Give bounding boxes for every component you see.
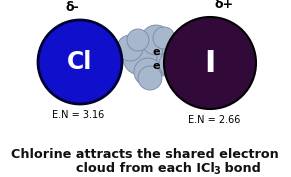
Text: I: I xyxy=(204,48,216,78)
Circle shape xyxy=(148,40,184,76)
Text: bond: bond xyxy=(220,161,260,175)
Circle shape xyxy=(123,41,157,75)
Circle shape xyxy=(164,17,256,109)
Circle shape xyxy=(153,27,175,49)
Circle shape xyxy=(141,25,171,55)
Circle shape xyxy=(138,66,162,90)
Circle shape xyxy=(117,35,143,61)
Text: e: e xyxy=(152,61,160,71)
Text: e: e xyxy=(152,47,160,57)
Text: cloud from each ICl: cloud from each ICl xyxy=(76,161,214,175)
Text: Cl: Cl xyxy=(67,50,93,74)
Circle shape xyxy=(130,31,174,75)
Circle shape xyxy=(127,29,149,51)
Text: Chlorine attracts the shared electron: Chlorine attracts the shared electron xyxy=(11,149,279,161)
Text: 3: 3 xyxy=(213,165,220,176)
Text: E.N = 3.16: E.N = 3.16 xyxy=(52,110,104,120)
Circle shape xyxy=(159,51,185,77)
Circle shape xyxy=(134,58,162,86)
Circle shape xyxy=(162,34,190,62)
Text: E.N = 2.66: E.N = 2.66 xyxy=(188,115,240,125)
Text: δ-: δ- xyxy=(65,1,79,14)
Text: δ+: δ+ xyxy=(214,0,234,11)
Circle shape xyxy=(38,20,122,104)
